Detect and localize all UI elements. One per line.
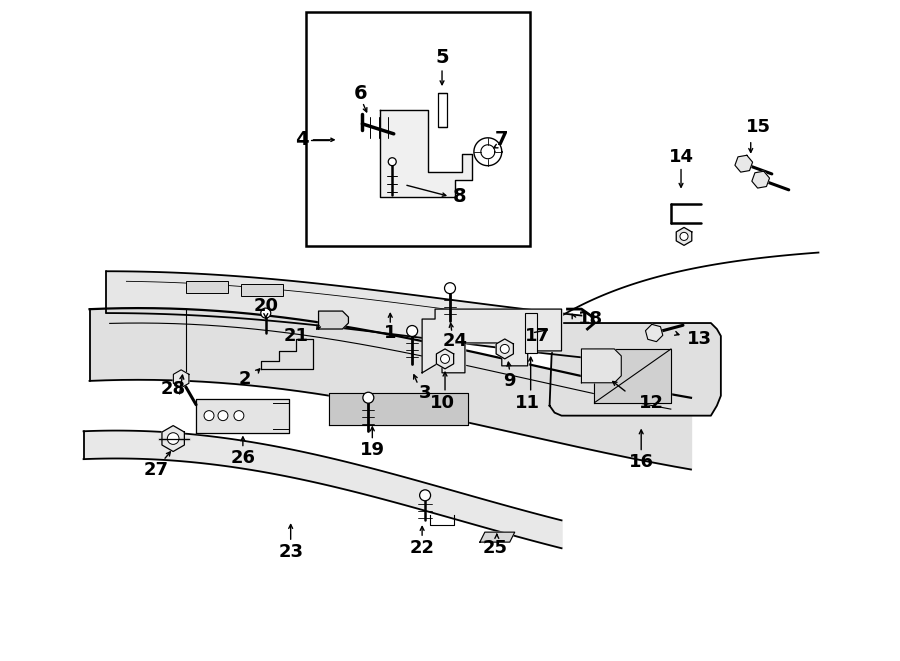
Bar xyxy=(306,13,530,247)
Text: 26: 26 xyxy=(230,449,256,467)
Text: 3: 3 xyxy=(418,384,431,402)
Text: 9: 9 xyxy=(503,371,516,390)
Circle shape xyxy=(261,308,271,318)
Text: 20: 20 xyxy=(253,297,278,315)
Text: 6: 6 xyxy=(354,85,367,104)
Polygon shape xyxy=(162,426,184,451)
Circle shape xyxy=(234,410,244,420)
Bar xyxy=(437,93,446,128)
Polygon shape xyxy=(735,155,752,172)
Polygon shape xyxy=(581,349,621,383)
Polygon shape xyxy=(594,349,671,403)
Polygon shape xyxy=(550,323,721,416)
Text: 22: 22 xyxy=(410,539,435,557)
Bar xyxy=(525,313,536,353)
Circle shape xyxy=(680,233,688,241)
Bar xyxy=(186,281,228,293)
Circle shape xyxy=(218,410,228,420)
Polygon shape xyxy=(436,349,454,369)
Polygon shape xyxy=(196,399,289,432)
Text: 14: 14 xyxy=(669,147,694,166)
Text: 13: 13 xyxy=(687,330,712,348)
Text: 7: 7 xyxy=(495,130,508,149)
Text: 27: 27 xyxy=(144,461,168,479)
Text: 8: 8 xyxy=(453,187,467,206)
Text: 25: 25 xyxy=(482,539,508,557)
Polygon shape xyxy=(645,325,662,342)
Text: 17: 17 xyxy=(525,327,550,345)
Text: 1: 1 xyxy=(384,324,397,342)
Polygon shape xyxy=(328,393,468,425)
Text: 23: 23 xyxy=(278,543,303,561)
Text: 10: 10 xyxy=(429,394,454,412)
Text: 2: 2 xyxy=(238,369,251,388)
Text: 11: 11 xyxy=(515,394,540,412)
Polygon shape xyxy=(480,532,515,542)
Circle shape xyxy=(167,433,179,444)
Circle shape xyxy=(407,325,418,336)
Text: 18: 18 xyxy=(578,310,603,328)
Text: 24: 24 xyxy=(443,332,467,350)
Text: 4: 4 xyxy=(295,130,309,149)
Circle shape xyxy=(445,283,455,293)
Circle shape xyxy=(363,392,374,403)
Text: 15: 15 xyxy=(746,118,771,136)
Circle shape xyxy=(204,410,214,420)
Polygon shape xyxy=(496,339,513,359)
Circle shape xyxy=(388,158,396,166)
Circle shape xyxy=(440,354,449,364)
Text: 19: 19 xyxy=(360,442,385,459)
Polygon shape xyxy=(174,370,189,388)
Text: 28: 28 xyxy=(160,380,185,398)
Polygon shape xyxy=(422,309,562,373)
Polygon shape xyxy=(752,171,770,188)
Text: 5: 5 xyxy=(436,48,449,67)
Circle shape xyxy=(500,344,509,354)
Text: 16: 16 xyxy=(629,453,653,471)
Polygon shape xyxy=(319,311,348,329)
Circle shape xyxy=(419,490,430,501)
Polygon shape xyxy=(261,339,312,369)
Polygon shape xyxy=(676,227,692,245)
Text: 21: 21 xyxy=(284,327,309,345)
Polygon shape xyxy=(381,110,472,196)
Bar xyxy=(241,284,283,296)
Text: 12: 12 xyxy=(639,394,663,412)
